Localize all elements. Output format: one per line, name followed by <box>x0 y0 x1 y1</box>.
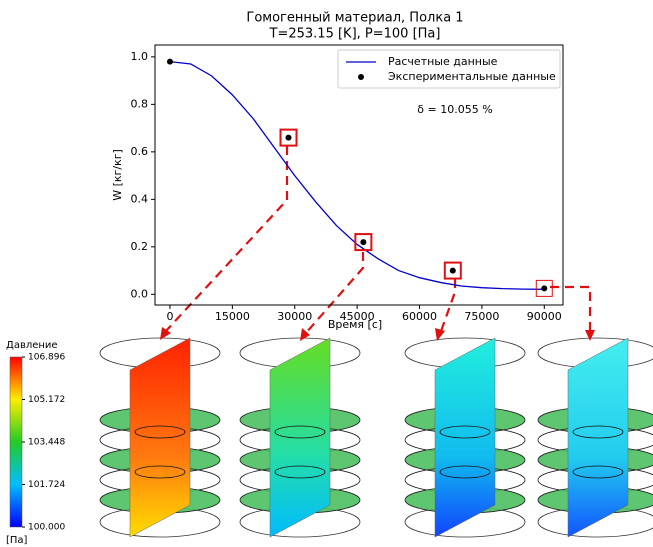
y-tick-label: 0.2 <box>131 240 149 253</box>
inner-coil <box>439 465 491 479</box>
data-point <box>166 58 173 65</box>
x-tick-label: 45000 <box>340 310 375 323</box>
legend-label: Расчетные данные <box>388 55 498 68</box>
x-tick-label: 0 <box>166 310 173 323</box>
renders <box>99 337 653 538</box>
colorbar-tick-label: 105.172 <box>28 395 65 405</box>
colorbar-tick-label: 106.896 <box>28 353 65 363</box>
highlight-box <box>535 279 553 297</box>
arrow <box>304 252 365 335</box>
chart-subtitle: T=253.15 [K], P=100 [Па] <box>269 27 441 42</box>
colorbar-title: Давление <box>6 340 58 351</box>
highlight-box <box>354 233 373 252</box>
highlight-box <box>443 261 462 280</box>
inner-coil <box>572 465 624 479</box>
colorbar <box>9 356 23 528</box>
colorbar-unit: [Па] <box>6 535 28 546</box>
arrow <box>164 146 289 333</box>
colorbar-tick-label: 100.000 <box>28 523 65 533</box>
data-point <box>449 267 456 274</box>
inner-coil <box>134 425 186 439</box>
highlight-box <box>279 128 298 147</box>
arrow <box>438 279 457 335</box>
data-point <box>285 134 292 141</box>
y-axis-label: W [кг/кг] <box>111 149 124 201</box>
x-tick-label: 30000 <box>277 310 312 323</box>
y-tick-label: 0.8 <box>131 97 149 110</box>
colorbar-tick-label: 101.724 <box>28 480 65 490</box>
data-point <box>360 239 367 246</box>
section-plane <box>434 337 496 538</box>
legend-dot <box>358 74 364 80</box>
chart-title: Гомогенный материал, Полка 1 <box>246 11 463 26</box>
x-tick-label: 15000 <box>215 310 250 323</box>
section-plane <box>567 337 629 538</box>
legend-box <box>337 49 561 89</box>
arrowheads <box>160 327 595 341</box>
inner-coil <box>572 425 624 439</box>
x-tick-label: 60000 <box>402 310 437 323</box>
section-plane <box>269 337 331 538</box>
legend-label: Экспериментальные данные <box>388 70 556 83</box>
x-tick-label: 75000 <box>464 310 499 323</box>
y-tick-label: 0.0 <box>131 287 149 300</box>
arrowhead <box>160 327 171 340</box>
annotation: δ = 10.055 % <box>417 103 492 116</box>
data-point <box>541 285 548 292</box>
x-axis-label: Время [с] <box>328 318 382 331</box>
model-line <box>169 60 545 290</box>
arrowhead <box>300 328 310 341</box>
section-plane <box>129 337 191 538</box>
colorbar-tick-label: 103.448 <box>28 438 65 448</box>
plot-frame <box>154 44 564 306</box>
inner-coil <box>439 425 491 439</box>
y-tick-label: 0.6 <box>131 145 149 158</box>
arrows <box>164 146 592 335</box>
inner-coil <box>274 465 326 479</box>
arrowhead <box>585 330 595 341</box>
inner-coil <box>134 465 186 479</box>
arrowhead <box>435 328 445 341</box>
x-tick-label: 90000 <box>527 310 562 323</box>
inner-coil <box>274 425 326 439</box>
y-tick-label: 0.4 <box>131 192 149 205</box>
y-tick-label: 1.0 <box>131 50 149 63</box>
